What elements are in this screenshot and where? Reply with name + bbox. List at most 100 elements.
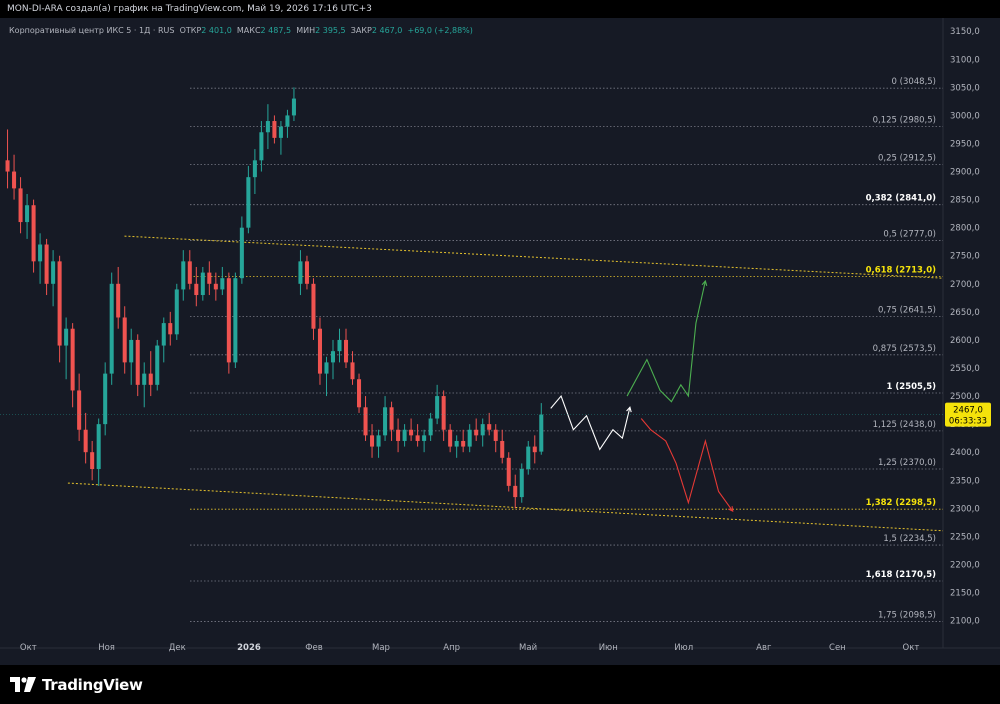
projection-red-arrowhead (727, 506, 734, 513)
x-tick-label: Июл (674, 643, 693, 653)
close-value: 2 467,0 (371, 26, 403, 35)
candle-body (90, 452, 95, 470)
y-tick-label: 3050,0 (950, 83, 980, 93)
candle-body (213, 283, 218, 290)
candle-body (272, 121, 277, 138)
x-tick-label: Фев (305, 643, 323, 653)
price-chart[interactable]: 2100,0 2150,0 2200,0 2250,0 2300,0 2350,0 2400… (0, 18, 1000, 665)
candle-body (18, 188, 23, 223)
candle-body (103, 373, 108, 425)
fib-level-label: 0,382 (2841,0) (866, 194, 937, 204)
low-value: 2 395,5 (315, 26, 346, 35)
candle-body (298, 261, 303, 284)
candle-body (116, 283, 121, 318)
candle-body (220, 278, 225, 290)
candle-body (265, 121, 270, 133)
candle-body (441, 396, 446, 430)
candle-body (376, 435, 381, 447)
candle-body (357, 379, 362, 408)
candle-body (311, 283, 316, 329)
trend-line (67, 482, 944, 532)
candle-body (461, 440, 466, 447)
x-tick-label: Мар (372, 643, 390, 653)
candle-body (304, 261, 309, 284)
candle-body (200, 272, 205, 296)
candle-body (526, 446, 531, 470)
projection-white-arrowhead (626, 406, 632, 413)
fib-level-label: 0,75 (2641,5) (878, 306, 936, 316)
x-tick-label: Сен (829, 643, 846, 653)
x-tick-label: Дек (169, 643, 186, 653)
fib-level-label: 0,5 (2777,0) (883, 230, 936, 240)
candle-body (129, 339, 134, 363)
candle-body (324, 362, 329, 374)
attribution-bar: MON-DI-ARA создал(а) график на TradingVi… (0, 0, 1000, 18)
candle-body (259, 132, 264, 161)
candle-body (487, 424, 492, 430)
symbol-legend: Корпоративный центр ИКС 5 · 1Д · RUS ОТК… (9, 26, 473, 35)
x-tick-label: Июн (599, 643, 618, 653)
y-tick-label: 2850,0 (950, 196, 980, 206)
x-tick-label: Ноя (98, 643, 115, 653)
fib-level-label: 0,618 (2713,0) (866, 266, 937, 276)
fib-level-label: 0,125 (2980,5) (873, 115, 936, 125)
y-tick-label: 2300,0 (950, 504, 980, 514)
y-tick-label: 2200,0 (950, 560, 980, 570)
y-tick-label: 2150,0 (950, 589, 980, 599)
open-value: 2 401,0 (201, 26, 232, 35)
candle-body (278, 126, 283, 138)
candle-body (383, 407, 388, 436)
candle-body (428, 418, 433, 436)
candle-body (12, 171, 17, 189)
fib-level-label: 1,5 (2234,5) (883, 534, 936, 544)
y-tick-label: 3150,0 (950, 27, 980, 37)
projection-green-path (626, 280, 706, 403)
candle-body (409, 429, 414, 436)
chart-area[interactable]: 2100,0 2150,0 2200,0 2250,0 2300,0 2350,0 2400… (0, 18, 1000, 665)
candle-body (168, 323, 173, 335)
y-tick-label: 2250,0 (950, 532, 980, 542)
candle-body (77, 390, 82, 430)
candle-body (207, 272, 212, 284)
candle-body (181, 261, 186, 290)
candle-body (350, 362, 355, 380)
candle-body (38, 244, 43, 262)
candle-body (96, 424, 101, 470)
high-label: МАКС (236, 26, 261, 35)
footer-bar: TradingView (0, 665, 1000, 704)
symbol-name: Корпоративный центр ИКС 5 · 1Д · RUS (9, 26, 175, 35)
close-label: ЗАКР (350, 26, 372, 35)
candle-body (415, 435, 420, 441)
candle-body (70, 328, 75, 391)
candle-body (155, 345, 160, 385)
projection-red-path (640, 418, 734, 512)
candle-body (226, 278, 231, 363)
candle-body (122, 317, 127, 363)
candle-body (64, 328, 69, 346)
y-tick-label: 2650,0 (950, 308, 980, 318)
candle-body (480, 424, 485, 436)
tradingview-logo[interactable]: TradingView (10, 676, 143, 694)
candle-body (454, 440, 459, 447)
x-tick-label: Май (519, 643, 537, 653)
candle-body (239, 227, 244, 279)
candle-body (500, 440, 505, 458)
candle-body (402, 429, 407, 441)
candle-body (448, 429, 453, 447)
projection-green-arrowhead (701, 279, 708, 286)
y-tick-label: 2800,0 (950, 224, 980, 234)
x-tick-label: Авг (756, 643, 772, 653)
candle-body (44, 244, 49, 284)
candle-body (161, 323, 166, 346)
last-price-countdown: 06:33:33 (949, 417, 987, 427)
candle-body (343, 339, 349, 363)
high-value: 2 487,5 (260, 26, 292, 35)
candle-body (57, 261, 62, 346)
fib-level-label: 0 (3048,5) (892, 77, 936, 87)
candle-body (148, 373, 153, 385)
candle-body (506, 457, 511, 486)
y-tick-label: 2100,0 (950, 617, 980, 627)
y-tick-label: 3000,0 (950, 111, 980, 121)
fib-level-label: 1,382 (2298,5) (866, 498, 937, 508)
